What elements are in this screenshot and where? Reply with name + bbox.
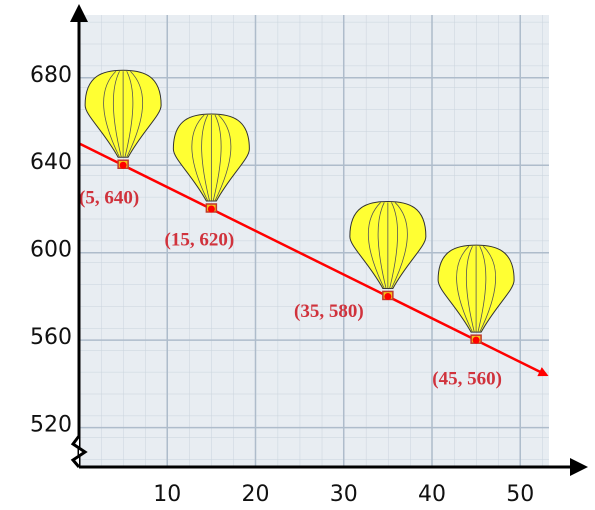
value-label: (15, 620) [165, 229, 235, 250]
point [208, 205, 215, 212]
x-tick-label: 20 [241, 482, 269, 507]
y-tick-label: 560 [30, 325, 72, 350]
x-tick-label: 50 [506, 482, 534, 507]
value-label: (5, 640) [79, 188, 139, 209]
value-label: (45, 560) [432, 369, 502, 390]
y-tick-label: 680 [30, 63, 72, 88]
x-tick-label: 30 [330, 482, 358, 507]
x-tick-label: 10 [153, 482, 181, 507]
x-axis-arrow [570, 458, 588, 476]
value-label: (35, 580) [294, 301, 364, 322]
point [120, 162, 127, 169]
x-tick-label: 40 [418, 482, 446, 507]
point [384, 293, 391, 300]
chart: (5, 640) (15, 620) (35, 580) (45, 560) 10 20… [0, 0, 595, 510]
y-tick-label: 520 [30, 413, 72, 438]
y-tick-label: 600 [30, 238, 72, 263]
y-tick-label: 640 [30, 150, 72, 175]
point [473, 337, 480, 344]
y-axis-arrow [70, 4, 88, 22]
